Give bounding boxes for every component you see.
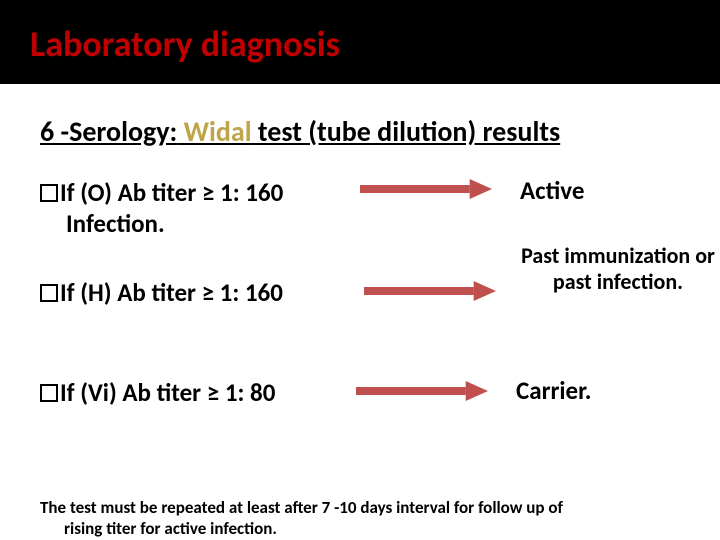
condition-text: If (H) Ab titer ≥ 1: 160: [60, 277, 283, 308]
subtitle-segment: 6 -Serology:: [40, 114, 177, 149]
condition-cont: Infection.: [40, 208, 165, 239]
footnote: The test must be repeated at least after…: [0, 497, 720, 540]
checkbox-icon: [40, 384, 58, 402]
row-condition: If (O) Ab titer ≥ 1: 160Infection.: [40, 177, 283, 239]
title-bar: Laboratory diagnosis: [0, 0, 720, 84]
subtitle-segment: Widal: [177, 114, 251, 149]
checkbox-icon: [40, 284, 58, 302]
condition-text: If (Vi) Ab titer ≥ 1: 80: [60, 377, 275, 408]
section-subtitle: 6 -Serology: Widal test (tube dilution) …: [40, 114, 680, 149]
condition-text: If (O) Ab titer ≥ 1: 160: [60, 177, 283, 208]
footnote-line2: rising titer for active infection.: [40, 518, 680, 539]
page-title: Laboratory diagnosis: [30, 22, 690, 66]
subtitle-segment: test (tube dilution) results: [252, 114, 561, 149]
row-condition: If (Vi) Ab titer ≥ 1: 80: [40, 377, 275, 408]
arrow-icon: [364, 281, 496, 301]
content-area: 6 -Serology: Widal test (tube dilution) …: [0, 84, 720, 497]
result-row: If (O) Ab titer ≥ 1: 160Infection. Active: [40, 177, 680, 247]
row-result: Past immunization or past infection.: [518, 243, 718, 296]
arrow-icon: [356, 381, 488, 401]
result-row: If (H) Ab titer ≥ 1: 160Past immunizatio…: [40, 277, 680, 347]
checkbox-icon: [40, 184, 58, 202]
result-rows: If (O) Ab titer ≥ 1: 160Infection. Active…: [40, 177, 680, 447]
row-condition: If (H) Ab titer ≥ 1: 160: [40, 277, 283, 308]
arrow-icon: [360, 179, 492, 199]
footnote-line1: The test must be repeated at least after…: [40, 497, 563, 518]
row-result: Active: [520, 175, 584, 206]
row-result: Carrier.: [516, 375, 591, 406]
result-row: If (Vi) Ab titer ≥ 1: 80 Carrier.: [40, 377, 680, 447]
